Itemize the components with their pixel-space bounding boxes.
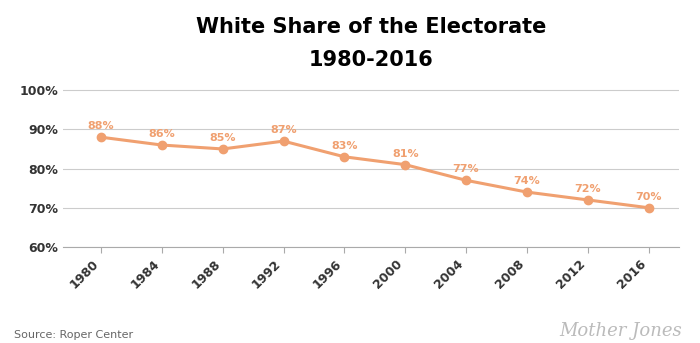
Text: 70%: 70% [636, 192, 662, 202]
Text: 74%: 74% [514, 176, 540, 186]
Title: White Share of the Electorate
1980-2016: White Share of the Electorate 1980-2016 [196, 17, 546, 70]
Text: Source: Roper Center: Source: Roper Center [14, 330, 133, 340]
Text: 86%: 86% [148, 129, 175, 139]
Text: 77%: 77% [453, 164, 480, 175]
Text: 81%: 81% [392, 149, 419, 159]
Text: 87%: 87% [270, 125, 297, 135]
Text: 88%: 88% [88, 121, 114, 131]
Text: 83%: 83% [331, 141, 358, 151]
Text: 85%: 85% [209, 133, 236, 143]
Text: Mother Jones: Mother Jones [560, 322, 682, 340]
Text: 72%: 72% [575, 184, 601, 194]
